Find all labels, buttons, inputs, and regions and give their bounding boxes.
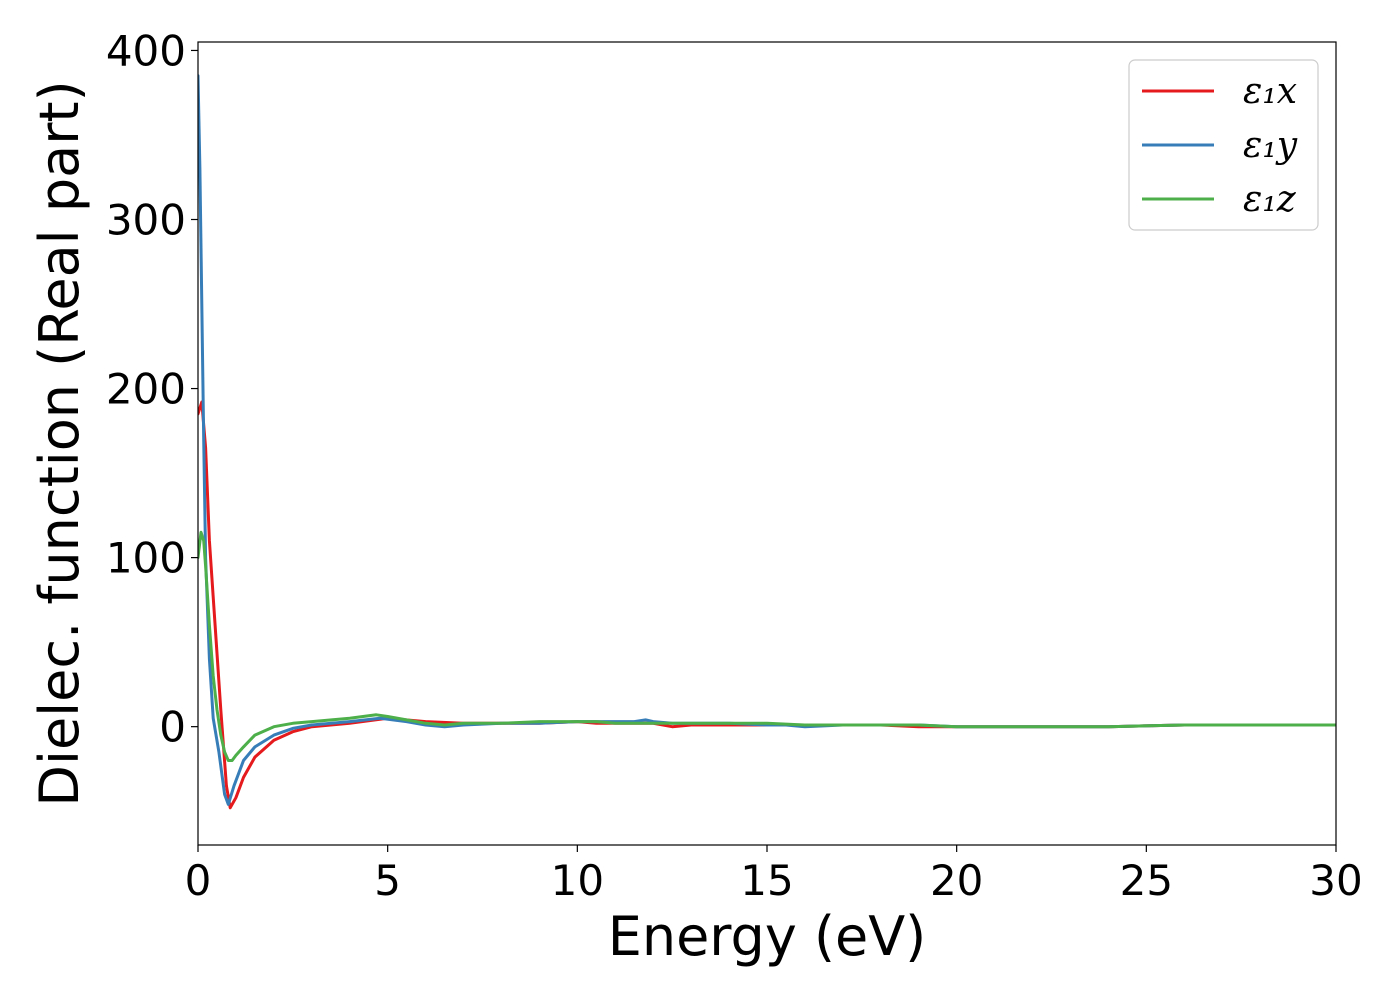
y-tick-label: 400 [106, 26, 186, 75]
series-layer [198, 74, 1336, 810]
y-tick-label: 200 [106, 365, 186, 414]
x-tick-label: 25 [1120, 856, 1173, 905]
y-tick-label: 100 [106, 534, 186, 583]
legend-label-3: ε₁z [1243, 179, 1297, 220]
y-axis: 0 100 200 300 400 [106, 26, 198, 752]
legend: ε₁x ε₁y ε₁z [1128, 59, 1319, 231]
x-tick-label: 30 [1309, 856, 1362, 905]
y-axis-label: Dielec. function (Real part) [28, 80, 91, 806]
x-tick-label: 5 [374, 856, 401, 905]
legend-frame [1128, 59, 1319, 231]
x-axis: 0 5 10 15 20 25 30 [185, 845, 1363, 905]
legend-label-1: ε₁x [1243, 71, 1297, 112]
legend-label-2: ε₁y [1243, 125, 1298, 166]
x-tick-label: 0 [185, 856, 212, 905]
x-axis-label: Energy (eV) [608, 905, 927, 968]
y-tick-label: 300 [106, 196, 186, 245]
x-tick-label: 10 [551, 856, 604, 905]
y-tick-label: 0 [159, 703, 186, 752]
x-tick-label: 20 [930, 856, 983, 905]
x-tick-label: 15 [740, 856, 793, 905]
series-line-3 [198, 530, 1336, 762]
